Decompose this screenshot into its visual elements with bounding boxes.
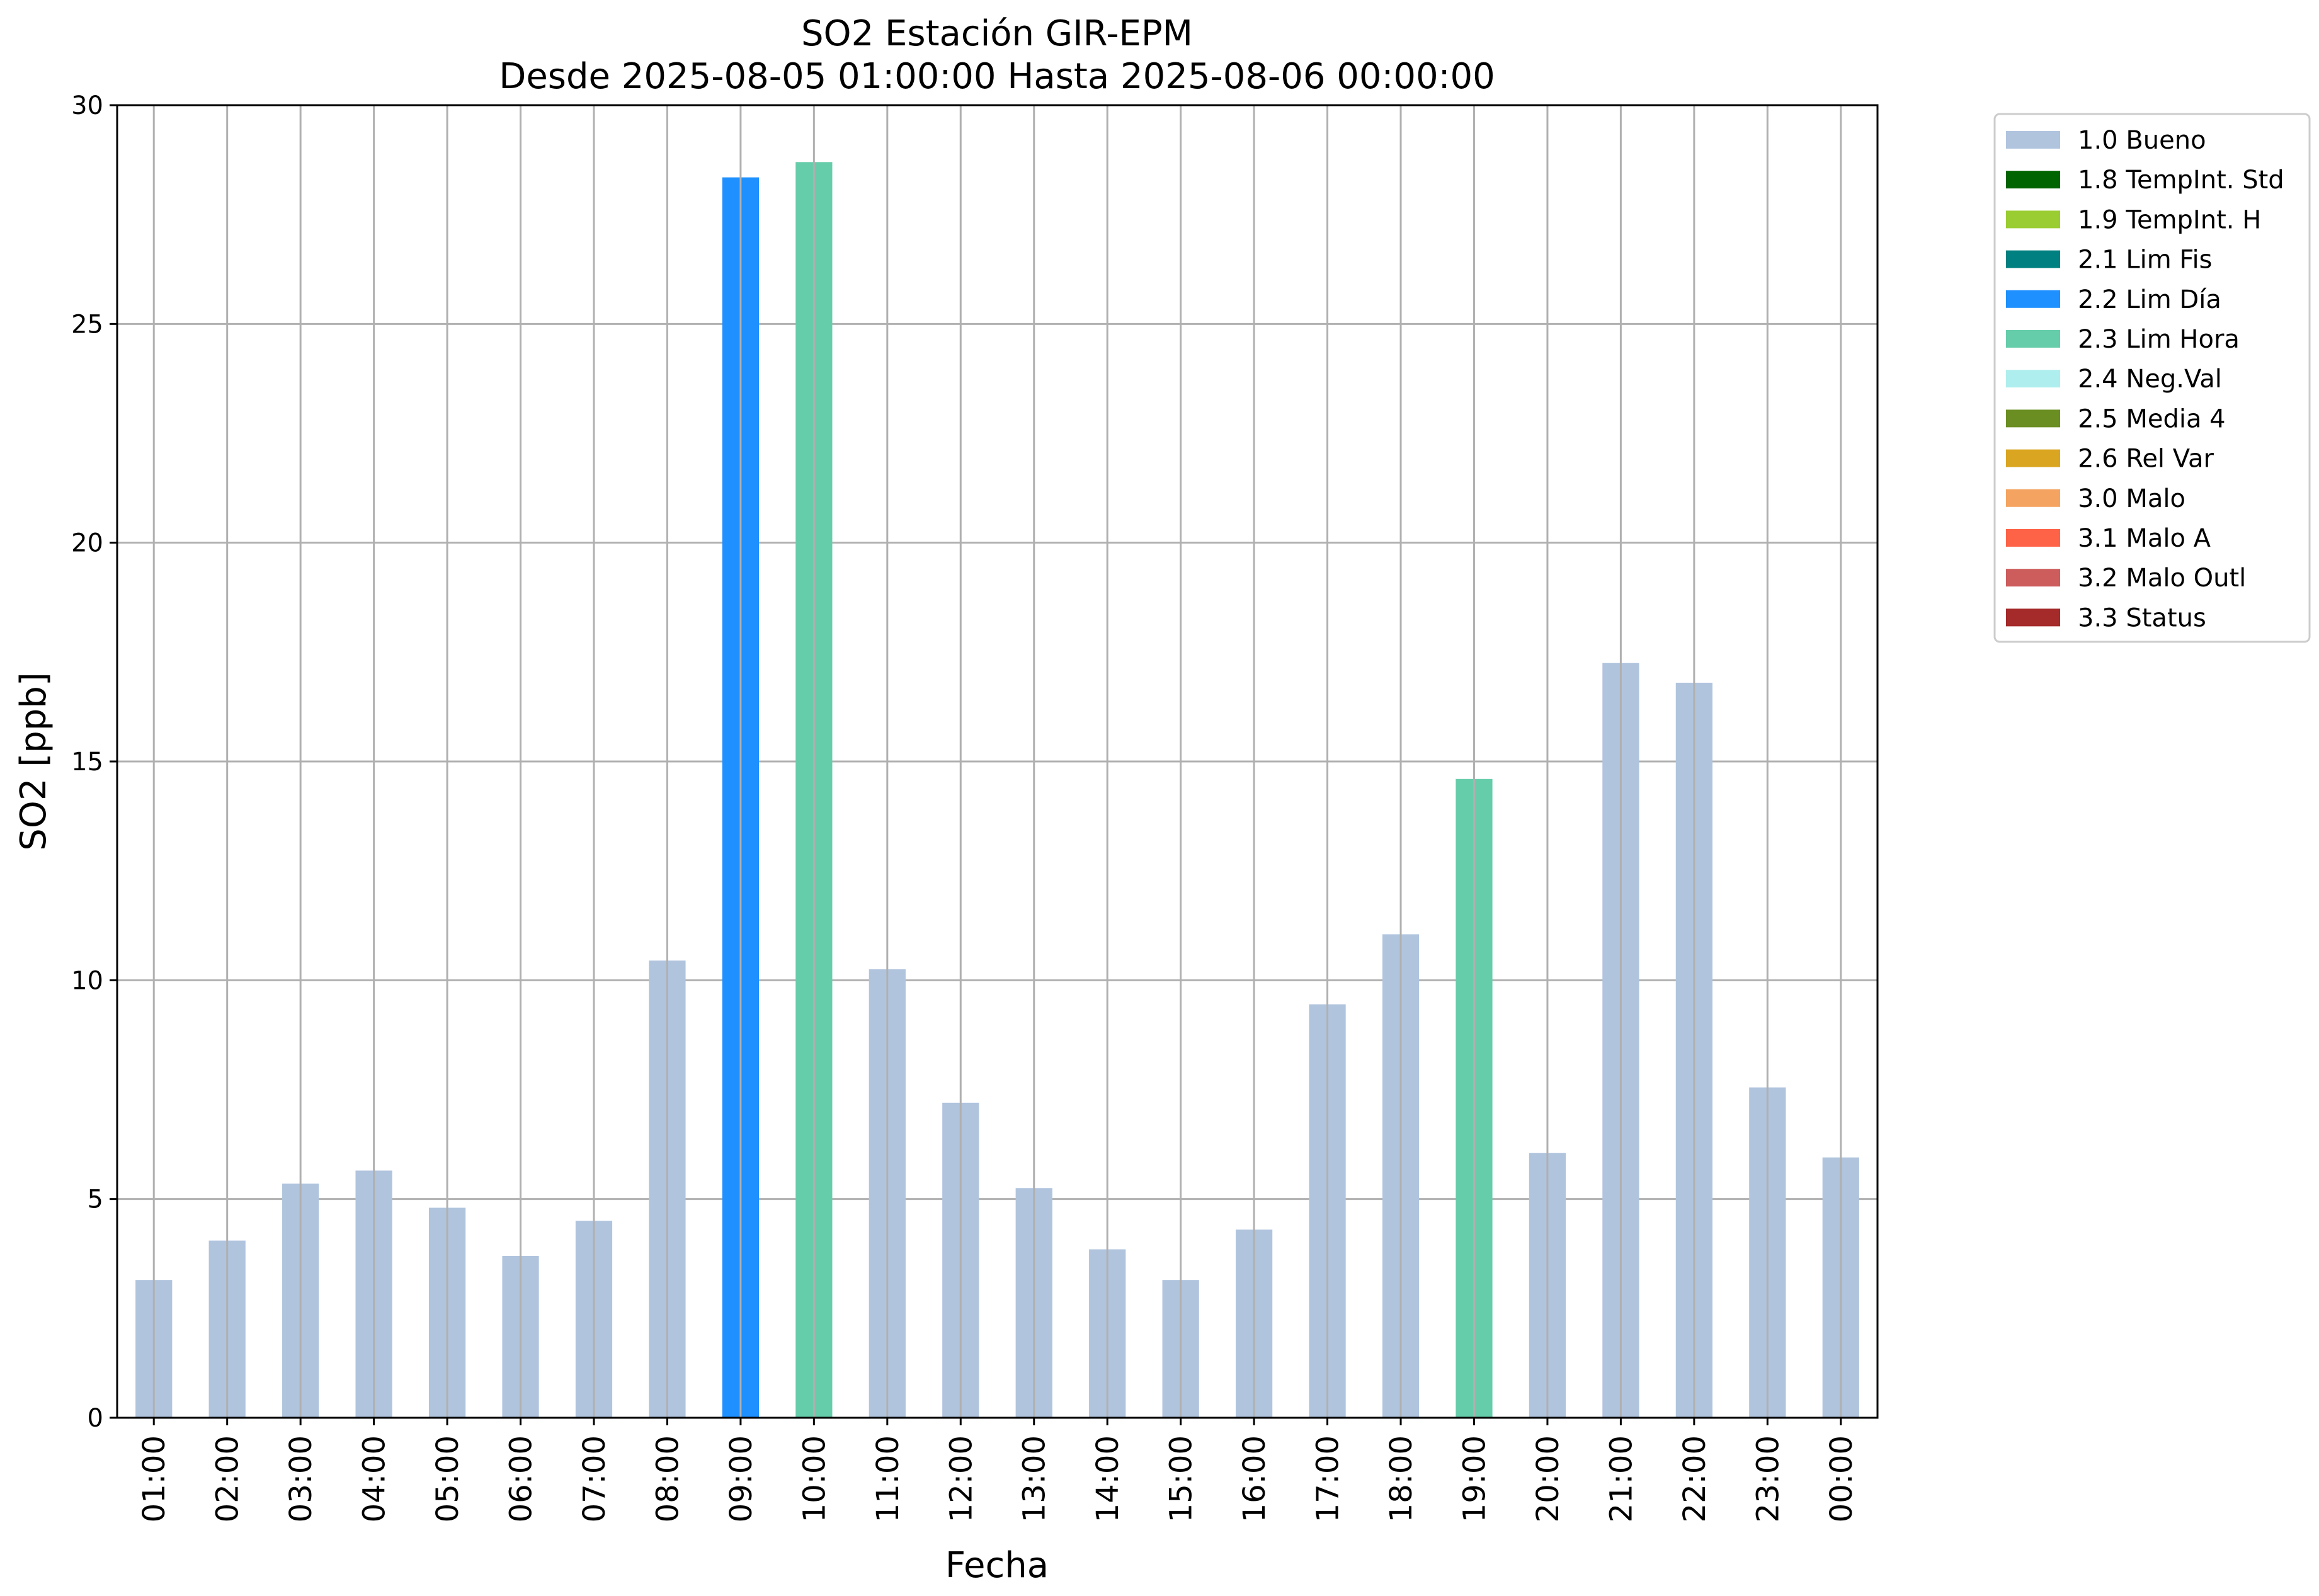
legend-label: 2.2 Lim Día <box>2078 285 2221 314</box>
x-tick-label: 07:00 <box>577 1435 612 1522</box>
legend-label: 3.0 Malo <box>2078 484 2185 513</box>
x-tick-label: 00:00 <box>1824 1435 1859 1522</box>
x-tick-label: 12:00 <box>943 1435 979 1522</box>
legend-label: 1.0 Bueno <box>2078 126 2206 155</box>
x-tick-label: 06:00 <box>504 1435 539 1522</box>
legend-swatch <box>2006 489 2060 507</box>
y-tick-label: 15 <box>71 748 103 777</box>
legend-swatch <box>2006 370 2060 388</box>
x-tick-label: 05:00 <box>430 1435 465 1522</box>
legend-label: 1.8 TempInt. Std <box>2078 166 2284 195</box>
y-tick-label: 25 <box>71 310 103 339</box>
y-tick-label: 20 <box>71 529 103 558</box>
y-tick-label: 10 <box>71 966 103 995</box>
x-tick-label: 13:00 <box>1017 1435 1052 1522</box>
vertical-grid-lines <box>152 105 1842 1418</box>
x-tick-label: 23:00 <box>1750 1435 1786 1522</box>
y-tick-label: 0 <box>88 1404 103 1433</box>
x-tick-label: 01:00 <box>137 1435 172 1522</box>
x-tick-label: 02:00 <box>210 1435 246 1522</box>
legend-swatch <box>2006 449 2060 467</box>
chart-subtitle: Desde 2025-08-05 01:00:00 Hasta 2025-08-… <box>499 56 1495 97</box>
legend-label: 2.1 Lim Fis <box>2078 246 2212 275</box>
y-tick-label: 5 <box>88 1185 103 1214</box>
bars <box>135 162 1859 1418</box>
legend-swatch <box>2006 171 2060 189</box>
x-axis-label: Fecha <box>945 1545 1049 1586</box>
legend-items: 1.0 Bueno 1.8 TempInt. Std 1.9 TempInt. H 2… <box>2006 126 2284 632</box>
legend-swatch <box>2006 409 2060 428</box>
legend-label: 2.4 Neg.Val <box>2078 365 2222 394</box>
x-tick-label: 08:00 <box>650 1435 685 1522</box>
x-axis-ticks: 01:00 02:00 03:00 04:00 05:00 06:00 07:00 08:00… <box>137 1418 1859 1522</box>
x-tick-label: 15:00 <box>1164 1435 1199 1522</box>
x-tick-label: 20:00 <box>1530 1435 1566 1522</box>
x-tick-label: 21:00 <box>1604 1435 1639 1522</box>
legend-frame <box>1993 113 2311 643</box>
legend-label: 2.3 Lim Hora <box>2078 325 2240 354</box>
y-tick-label: 30 <box>71 91 103 120</box>
legend-label: 1.9 TempInt. H <box>2078 205 2261 234</box>
x-tick-label: 10:00 <box>797 1435 832 1522</box>
legend: 1.0 Bueno 1.8 TempInt. Std 1.9 TempInt. H 2… <box>1993 113 2311 643</box>
x-tick-label: 04:00 <box>357 1435 392 1522</box>
x-tick-label: 22:00 <box>1677 1435 1712 1522</box>
x-tick-label: 14:00 <box>1090 1435 1125 1522</box>
y-axis-label: SO2 [ppb] <box>13 672 54 850</box>
y-axis-ticks: 0 5 10 15 20 25 30 <box>71 91 117 1433</box>
x-tick-label: 17:00 <box>1311 1435 1346 1522</box>
legend-label: 2.6 Rel Var <box>2078 445 2214 474</box>
x-tick-label: 03:00 <box>283 1435 319 1522</box>
legend-swatch <box>2006 529 2060 547</box>
legend-swatch <box>2006 330 2060 348</box>
legend-swatch <box>2006 608 2060 627</box>
legend-swatch <box>2006 250 2060 268</box>
legend-label: 2.5 Media 4 <box>2078 404 2226 433</box>
legend-label: 3.2 Malo Outl <box>2078 564 2246 593</box>
legend-label: 3.1 Malo A <box>2078 524 2211 553</box>
legend-label: 3.3 Status <box>2078 603 2206 632</box>
legend-swatch <box>2006 569 2060 587</box>
legend-swatch <box>2006 290 2060 308</box>
x-tick-label: 11:00 <box>870 1435 906 1522</box>
x-tick-label: 16:00 <box>1237 1435 1272 1522</box>
legend-swatch <box>2006 210 2060 229</box>
x-tick-label: 09:00 <box>724 1435 759 1522</box>
legend-swatch <box>2006 131 2060 149</box>
x-tick-label: 18:00 <box>1384 1435 1419 1522</box>
x-tick-label: 19:00 <box>1457 1435 1492 1522</box>
chart-title: SO2 Estación GIR-EPM <box>801 13 1193 54</box>
